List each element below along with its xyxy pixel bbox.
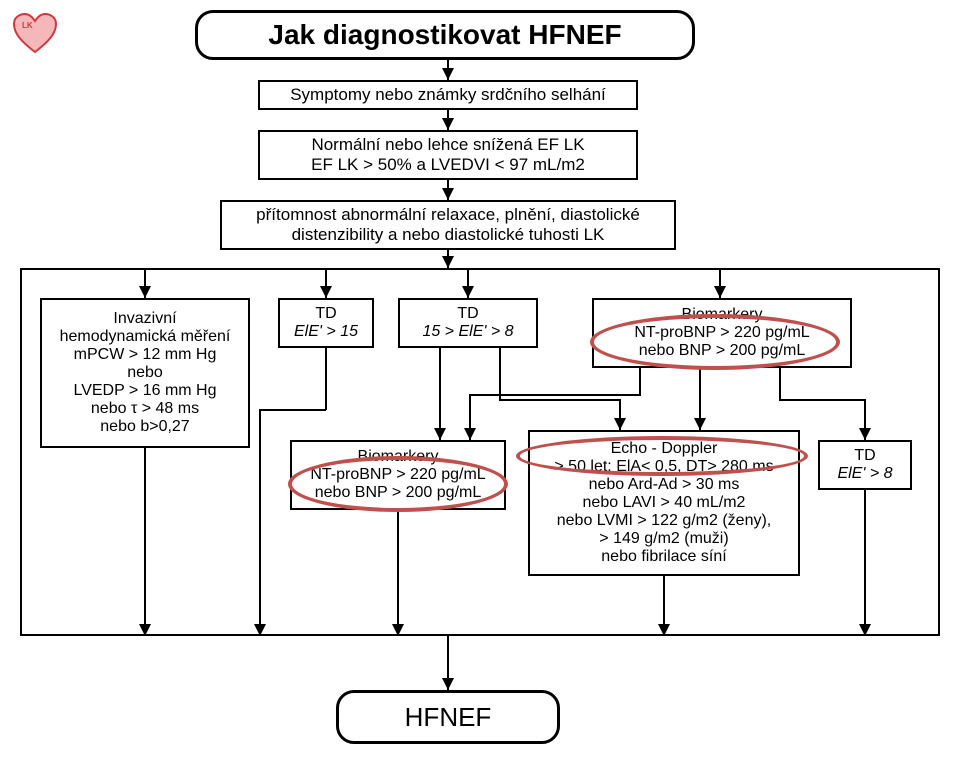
eflk-box: Normální nebo lehce snížená EF LK EF LK … bbox=[258, 130, 638, 180]
highlight-ellipse-3 bbox=[516, 436, 808, 476]
highlight-ellipse-2 bbox=[288, 456, 508, 512]
td2-l1: TD bbox=[457, 305, 478, 323]
title-text: Jak diagnostikovat HFNEF bbox=[268, 19, 621, 51]
symptoms-text: Symptomy nebo známky srdčního selhání bbox=[290, 85, 606, 105]
td2-box: TD 15 > ElE' > 8 bbox=[398, 298, 538, 348]
td3-l2: ElE' > 8 bbox=[837, 465, 892, 483]
symptoms-box: Symptomy nebo známky srdčního selhání bbox=[258, 80, 638, 110]
presence-box: přítomnost abnormální relaxace, plnění, … bbox=[220, 200, 676, 250]
td2-l2: 15 > ElE' > 8 bbox=[422, 323, 513, 341]
svg-text:LK: LK bbox=[22, 21, 33, 30]
hfnef-text: HFNEF bbox=[405, 702, 492, 733]
eflk-text: Normální nebo lehce snížená EF LK EF LK … bbox=[311, 135, 585, 175]
heart-logo-icon: LK bbox=[12, 12, 58, 54]
td1-box: TD ElE' > 15 bbox=[278, 298, 374, 348]
hfnef-box: HFNEF bbox=[336, 690, 560, 744]
title-box: Jak diagnostikovat HFNEF bbox=[195, 10, 695, 60]
invasive-box: Invazivní hemodynamická měření mPCW > 12… bbox=[40, 298, 250, 448]
td1-l1: TD bbox=[315, 305, 336, 323]
presence-text: přítomnost abnormální relaxace, plnění, … bbox=[256, 205, 640, 245]
td3-box: TD ElE' > 8 bbox=[818, 440, 912, 490]
invasive-text: Invazivní hemodynamická měření mPCW > 12… bbox=[60, 310, 231, 436]
td3-l1: TD bbox=[854, 447, 875, 465]
highlight-ellipse-1 bbox=[590, 314, 840, 370]
td1-l2: ElE' > 15 bbox=[294, 323, 358, 341]
